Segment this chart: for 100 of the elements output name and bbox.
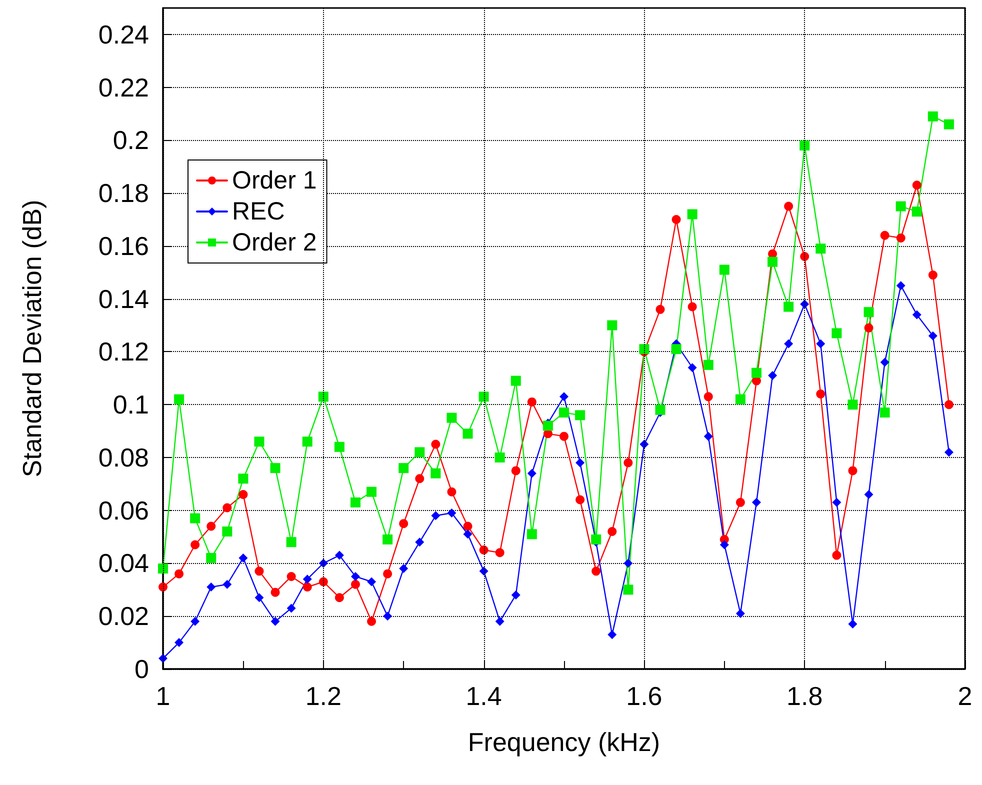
point: [784, 302, 794, 312]
point: [495, 548, 504, 558]
point: [671, 344, 682, 354]
point: [864, 307, 874, 318]
point: [688, 363, 697, 372]
point: [800, 252, 810, 262]
point: [800, 140, 810, 150]
point: [944, 448, 954, 457]
point: [720, 540, 729, 550]
point: [174, 569, 184, 578]
y-tick-label: 0.06: [98, 495, 149, 526]
point: [254, 436, 264, 447]
point: [414, 447, 425, 458]
y-tick-label: 0.22: [98, 72, 149, 102]
x-tick-label: 1.2: [305, 681, 342, 711]
point: [704, 392, 713, 402]
point: [350, 580, 360, 589]
point: [302, 436, 312, 447]
point: [527, 397, 536, 406]
point: [912, 310, 922, 320]
point: [784, 202, 794, 211]
point: [430, 468, 441, 478]
point: [431, 440, 440, 449]
y-tick-label: 0.14: [98, 284, 149, 314]
legend-label: Order 2: [232, 228, 317, 256]
point: [286, 604, 296, 613]
point: [624, 458, 633, 468]
point: [751, 368, 762, 378]
point: [350, 572, 360, 581]
y-axis-title: Standard Deviation (dB): [17, 200, 47, 478]
y-tick-label: 0.24: [98, 19, 149, 50]
point: [736, 608, 745, 618]
point: [158, 582, 168, 592]
point: [768, 256, 778, 267]
point: [527, 468, 536, 478]
point: [447, 508, 456, 518]
point: [816, 339, 826, 348]
point: [704, 432, 713, 441]
point: [206, 582, 216, 592]
point: [592, 566, 601, 576]
point: [526, 529, 537, 540]
point: [222, 503, 232, 512]
point: [832, 550, 842, 560]
point: [542, 420, 553, 431]
point: [608, 630, 617, 640]
point: [399, 519, 408, 528]
y-tick-label: 0.02: [98, 601, 149, 632]
point: [415, 538, 424, 547]
point: [366, 486, 377, 497]
point: [928, 111, 938, 122]
point: [286, 537, 296, 548]
x-tick-label: 1.6: [626, 681, 662, 711]
point: [510, 376, 521, 386]
point: [880, 230, 890, 240]
point: [494, 452, 505, 462]
point: [398, 463, 409, 474]
point: [318, 558, 328, 568]
point: [560, 392, 568, 402]
point: [576, 458, 585, 468]
y-tick-label: 0.2: [112, 125, 149, 156]
point: [334, 550, 344, 560]
point: [478, 392, 489, 402]
point: [190, 616, 200, 626]
point: [302, 574, 312, 584]
x-tick-label: 1.4: [466, 681, 502, 711]
point: [238, 474, 248, 484]
point: [334, 442, 344, 452]
x-axis-title: Frequency (kHz): [468, 727, 660, 757]
point: [735, 394, 746, 404]
point: [222, 526, 232, 537]
point: [896, 234, 906, 243]
point: [608, 527, 617, 536]
point: [607, 320, 618, 330]
point: [174, 638, 184, 648]
point: [912, 180, 922, 190]
point: [463, 522, 472, 531]
point: [672, 215, 681, 224]
point: [880, 358, 890, 367]
point: [254, 593, 264, 602]
point: [270, 463, 280, 474]
point: [896, 201, 906, 212]
point: [238, 490, 248, 499]
point: [415, 474, 424, 484]
point: [222, 580, 232, 589]
point: [511, 590, 520, 600]
point: [318, 577, 328, 586]
point: [656, 304, 665, 314]
point: [784, 339, 794, 348]
point: [928, 270, 938, 280]
point: [447, 487, 456, 496]
point: [270, 616, 280, 626]
point: [575, 410, 586, 420]
point: [190, 513, 200, 524]
y-tick-label: 0.08: [98, 442, 149, 472]
point: [687, 209, 698, 220]
point: [254, 566, 264, 576]
point: [318, 392, 328, 402]
point: [463, 530, 472, 539]
point: [350, 497, 360, 508]
point: [864, 323, 874, 332]
